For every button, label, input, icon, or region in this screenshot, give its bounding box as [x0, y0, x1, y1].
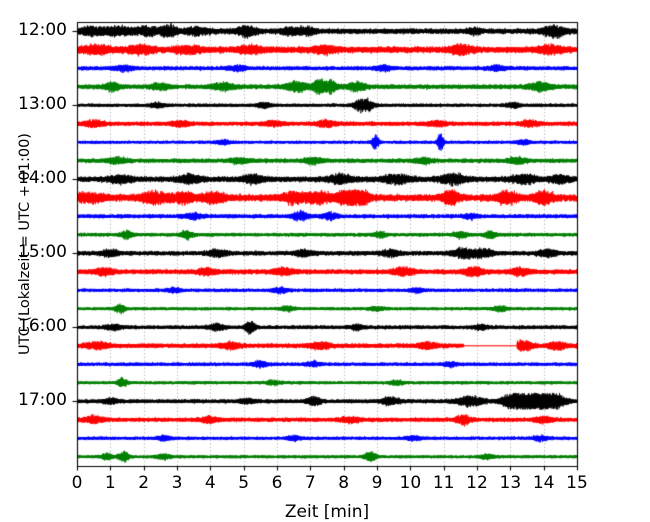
- seismogram-figure: UTC (Lokalzeit = UTC + 01:00) Zeit [min]…: [0, 0, 650, 521]
- helicorder-plot-canvas: [0, 0, 650, 520]
